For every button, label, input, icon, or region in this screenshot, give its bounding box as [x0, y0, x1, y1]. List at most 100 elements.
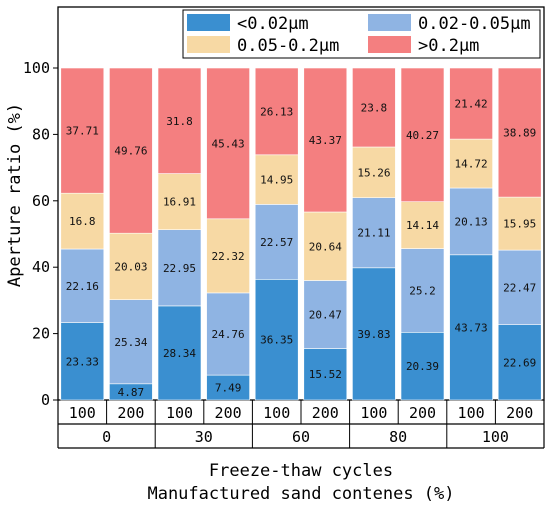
data-label: 20.47 [309, 309, 342, 322]
data-label: 15.95 [503, 218, 536, 231]
data-label: 14.14 [406, 219, 439, 232]
x-tick-label: 200 [117, 404, 144, 422]
bar-segment-4-col-8 [400, 67, 445, 202]
data-label: 25.34 [114, 336, 147, 349]
bar-segment-2-col-10 [497, 249, 542, 326]
data-label: 4.87 [118, 386, 145, 399]
x-tick-label: 200 [312, 404, 339, 422]
bar-segment-2-col-2 [109, 299, 153, 385]
bar-segment-1-col-7 [352, 267, 396, 401]
data-label: 7.49 [215, 382, 242, 395]
group-label: 0 [102, 428, 111, 446]
bar-segment-3-col-6 [303, 211, 348, 281]
y-tick-label: 100 [23, 59, 50, 77]
data-label: 49.76 [114, 145, 147, 158]
y-tick-label: 20 [32, 325, 50, 343]
data-label: 14.95 [260, 174, 293, 187]
data-label: 23.33 [66, 355, 99, 368]
y-axis-label: Aperture ratio (%) [5, 103, 25, 287]
bar-segment-1-col-3 [157, 305, 202, 401]
bar-segment-2-col-1 [60, 248, 105, 323]
data-label: 22.47 [503, 281, 536, 294]
bar-segment-2-col-9 [449, 187, 493, 256]
bar-segment-1-col-6 [303, 348, 348, 401]
bar-segment-3-col-9 [449, 138, 493, 189]
data-label: 45.43 [212, 137, 245, 150]
data-label: 43.73 [455, 321, 488, 334]
data-label: 28.34 [163, 347, 196, 360]
y-tick-label: 40 [32, 258, 50, 276]
x-axis-label-line1: Freeze-thaw cycles [209, 461, 393, 481]
bar-segment-1-col-9 [449, 254, 493, 401]
bar-segment-3-col-3 [157, 173, 202, 231]
legend-swatch [368, 36, 411, 53]
x-axis-label-line2: Manufactured sand contenes (%) [147, 484, 454, 504]
legend-box [182, 9, 541, 59]
bar-segment-4-col-6 [303, 67, 348, 213]
y-tick-label: 60 [32, 192, 50, 210]
group-label: 30 [195, 428, 213, 446]
x-tick-label: 100 [263, 404, 290, 422]
bar-segment-1-col-5 [254, 278, 299, 401]
bar-segment-4-col-1 [60, 67, 105, 194]
data-label: 38.89 [503, 127, 536, 140]
bar-segment-1-col-8 [400, 331, 445, 401]
x-tick-label: 200 [215, 404, 242, 422]
data-label: 25.2 [409, 285, 436, 298]
legend-swatch [187, 14, 230, 31]
bar-segment-3-col-5 [254, 154, 299, 205]
data-label: 22.57 [260, 236, 293, 249]
data-label: 20.03 [114, 261, 147, 274]
data-label: 21.42 [455, 98, 488, 111]
bar-segment-4-col-5 [254, 67, 299, 156]
bar-segment-4-col-3 [157, 67, 202, 174]
data-label: 22.16 [66, 280, 99, 293]
x-tick-label: 200 [506, 404, 533, 422]
data-label: 39.83 [357, 328, 390, 341]
y-tick-label: 0 [41, 391, 50, 409]
legend-swatch [187, 36, 230, 53]
data-label: 15.52 [309, 368, 342, 381]
y-axis: 0 20 40 60 80 100 [23, 59, 58, 409]
data-label: 21.11 [357, 227, 390, 240]
bar-segment-2-col-7 [352, 197, 396, 269]
bar-segment-3-col-7 [352, 146, 396, 199]
bar-segment-4-col-7 [352, 67, 396, 148]
legend-label: 0.05-0.2μm [237, 36, 339, 56]
bar-segment-2-col-3 [157, 229, 202, 307]
bar-segment-3-col-2 [109, 232, 153, 300]
data-label: 36.35 [260, 334, 293, 347]
bar-segment-2-col-8 [400, 248, 445, 333]
data-label: 20.13 [455, 215, 488, 228]
data-label: 24.76 [212, 328, 245, 341]
group-label: 60 [292, 428, 310, 446]
bar-segment-4-col-2 [109, 67, 153, 234]
data-label: 37.71 [66, 125, 99, 138]
x-tick-label: 200 [409, 404, 436, 422]
legend-label: >0.2μm [418, 36, 479, 56]
x-tick-label: 100 [360, 404, 387, 422]
data-label: 22.32 [212, 250, 245, 263]
x-tick-label: 100 [458, 404, 485, 422]
data-label: 20.64 [309, 240, 342, 253]
data-label: 40.27 [406, 129, 439, 142]
x-tick-label: 100 [166, 404, 193, 422]
legend: <0.02μm 0.02-0.05μm 0.05-0.2μm >0.2μm [182, 9, 541, 59]
legend-label: 0.02-0.05μm [418, 14, 531, 34]
data-label: 22.69 [503, 356, 536, 369]
data-label: 31.8 [166, 115, 193, 128]
data-label: 22.95 [163, 262, 196, 275]
bar-segment-4-col-10 [497, 67, 542, 198]
data-label: 23.8 [361, 102, 388, 115]
data-label: 20.39 [406, 360, 439, 373]
group-label: 80 [389, 428, 407, 446]
bar-segment-2-col-5 [254, 204, 299, 280]
bar-segment-3-col-4 [206, 218, 250, 294]
legend-label: <0.02μm [237, 14, 309, 34]
bar-segment-1-col-10 [497, 324, 542, 401]
group-label: 100 [482, 428, 509, 446]
bars-layer: 23.33 22.16 16.8 37.71 4.87 25.34 20.03 49.76 28… [60, 67, 542, 401]
data-label: 16.8 [69, 215, 96, 228]
